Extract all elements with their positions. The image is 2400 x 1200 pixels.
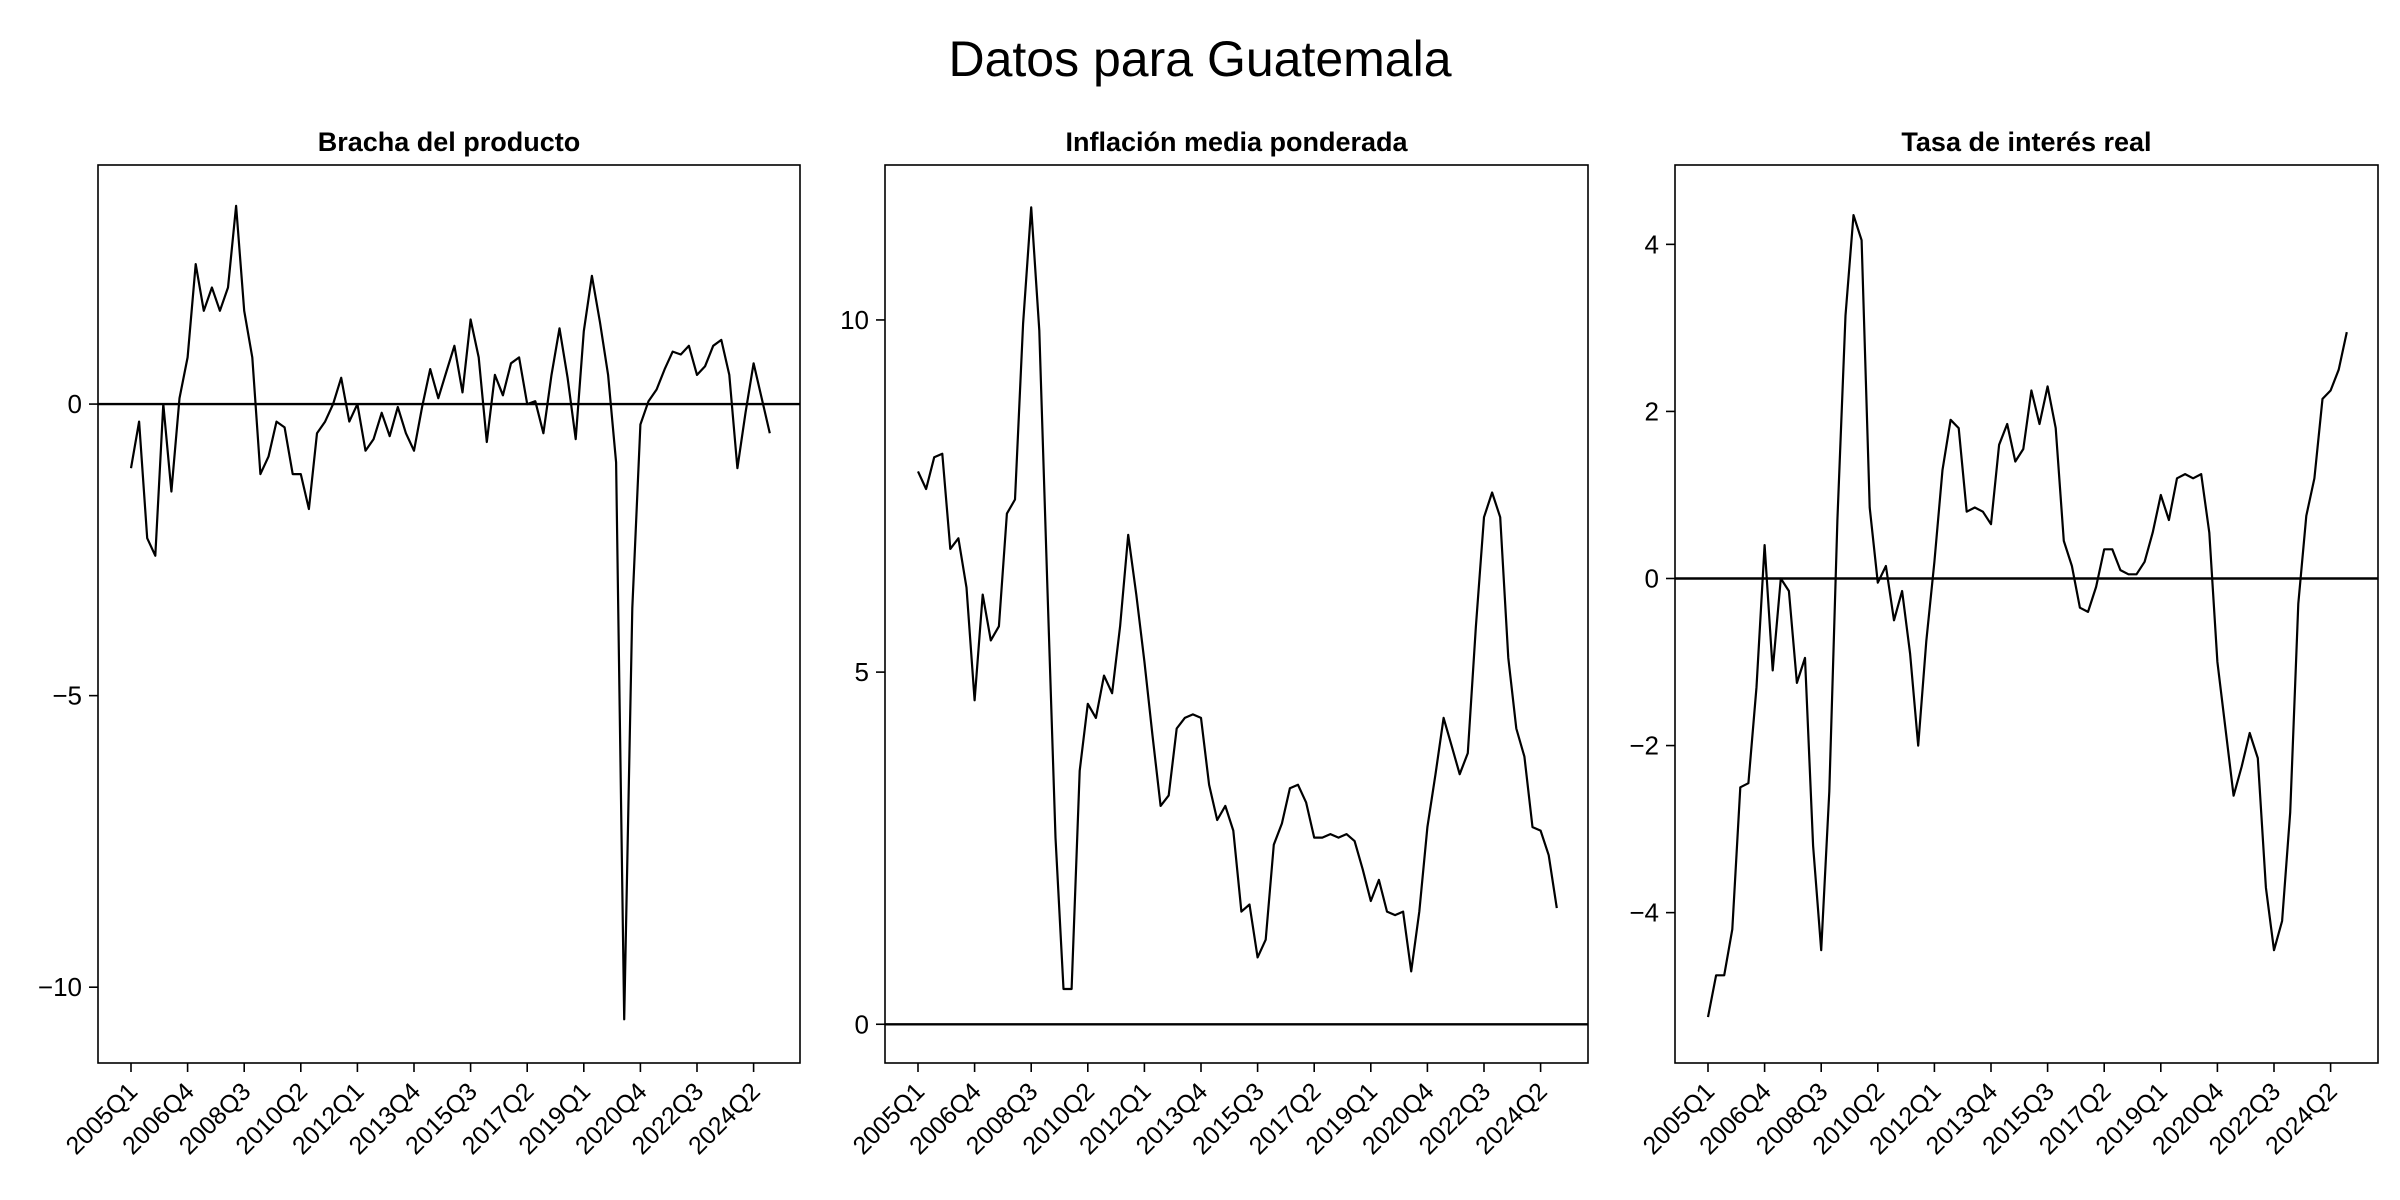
figure-title: Datos para Guatemala — [948, 31, 1452, 87]
y-tick-label: 0 — [1645, 563, 1659, 593]
y-tick-label: 10 — [840, 305, 869, 335]
series-line-1 — [917, 206, 1558, 991]
y-tick-label: 2 — [1645, 396, 1659, 426]
series-line-1 — [1706, 214, 2348, 1018]
y-tick-label: 0 — [855, 1009, 869, 1039]
y-tick-label: −5 — [52, 681, 82, 711]
subplot-3: Tasa de interés real420−2−42005Q12006Q42… — [1629, 127, 2379, 1160]
subplot-title: Bracha del producto — [318, 127, 581, 157]
subplot-2: Inflación media ponderada05102005Q12006Q… — [840, 127, 1589, 1160]
y-tick-label: 4 — [1645, 229, 1659, 259]
axes-frame — [97, 164, 801, 1064]
subplot-title: Inflación media ponderada — [1065, 127, 1408, 157]
y-tick-label: −4 — [1629, 898, 1659, 928]
series-line-1 — [129, 204, 771, 1021]
y-tick-label: 0 — [68, 389, 82, 419]
subplot-title: Tasa de interés real — [1901, 127, 2151, 157]
y-tick-label: −2 — [1629, 731, 1659, 761]
axes-frame — [884, 164, 1589, 1064]
subplot-1: Bracha del producto0−5−102005Q12006Q4200… — [38, 127, 801, 1160]
y-tick-label: 5 — [855, 657, 869, 687]
axes-frame — [1674, 164, 2379, 1064]
y-tick-label: −10 — [38, 972, 82, 1002]
